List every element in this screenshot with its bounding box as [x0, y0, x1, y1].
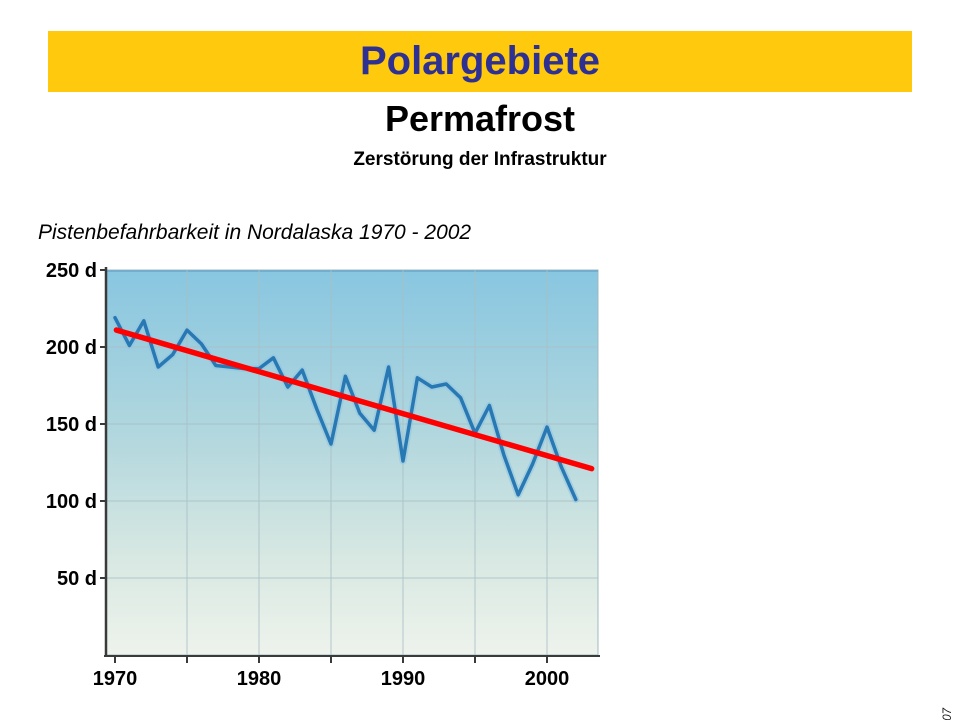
x-tick-label: 1970: [93, 668, 138, 690]
plot-area: [105, 269, 599, 656]
y-tick-label: 200 d: [46, 337, 97, 359]
x-tick-label: 1990: [381, 668, 426, 690]
x-axis-labels: 1970 1980 1990 2000: [93, 668, 570, 690]
x-tick-label: 2000: [525, 668, 570, 690]
y-tick-label: 50 d: [57, 568, 97, 590]
sub-title: Zerstörung der Infrastruktur: [353, 149, 607, 170]
x-tick-label: 1980: [237, 668, 282, 690]
y-tick-label: 100 d: [46, 491, 97, 513]
y-axis-labels: 250 d 200 d 150 d 100 d 50 d: [46, 260, 97, 590]
title-banner: Polargebiete: [48, 31, 912, 92]
data-line: [113, 315, 578, 502]
trend-line: [113, 327, 595, 472]
y-tick-label: 150 d: [46, 414, 97, 436]
main-title: Permafrost: [384, 98, 576, 139]
banner-title: Polargebiete: [359, 39, 601, 83]
chart-title: Pistenbefahrbarkeit in Nordalaska 1970 -…: [38, 221, 472, 244]
copyright-note: © ACIA 2005 / J. Martin 2007: [942, 708, 954, 720]
permafrost-line-chart: 250 d 200 d 150 d 100 d 50 d 1970 1980 1990 2000: [46, 260, 600, 690]
y-tick-label: 250 d: [46, 260, 97, 282]
axes: [100, 267, 600, 663]
